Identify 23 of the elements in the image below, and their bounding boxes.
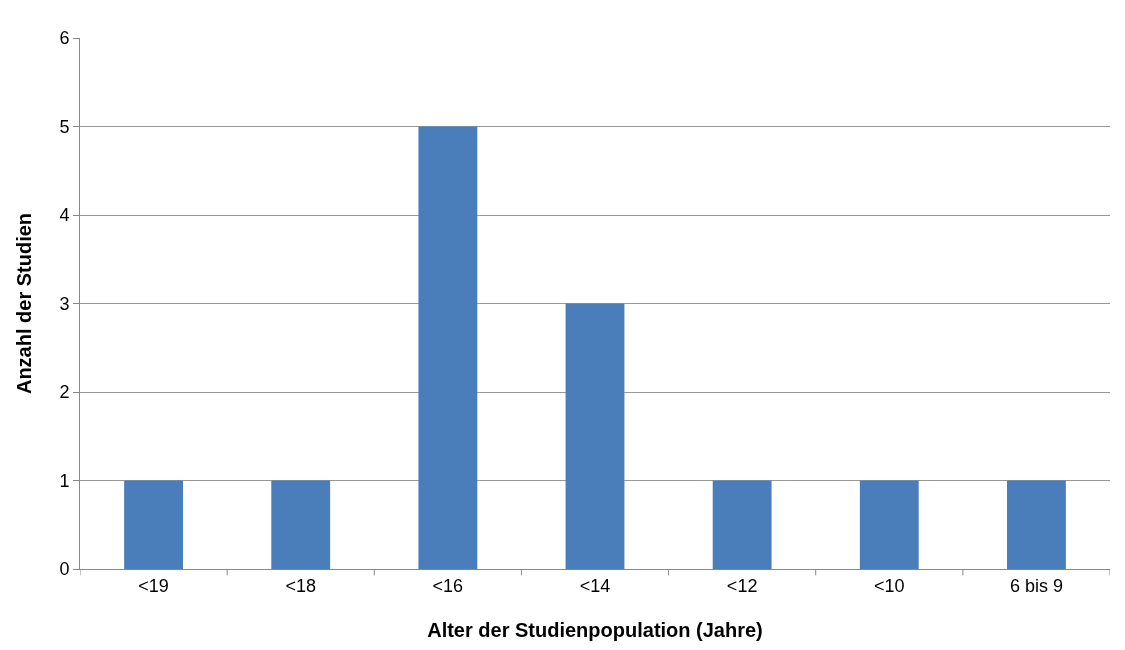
bar [859, 480, 919, 569]
bar [271, 480, 331, 569]
bar [1007, 480, 1066, 569]
y-tick-label: 4 [59, 205, 70, 226]
bar [418, 126, 478, 569]
y-tick-label: 6 [59, 28, 70, 49]
bar [565, 303, 625, 569]
x-tick-label: <18 [285, 575, 316, 596]
y-tick-label: 2 [59, 382, 70, 403]
y-tick-label: 0 [59, 559, 70, 580]
y-tick-label: 1 [59, 470, 70, 491]
y-tick-label: 3 [59, 293, 70, 314]
bar [712, 480, 772, 569]
x-tick-label: <16 [432, 575, 464, 596]
x-axis-title: Alter der Studienpopulation (Jahre) [427, 619, 763, 642]
x-tick-label: <10 [874, 575, 905, 596]
x-tick-label: <14 [579, 575, 611, 596]
x-tick-label: <12 [726, 575, 758, 596]
bar [124, 480, 183, 569]
x-tick-label: 6 bis 9 [1009, 575, 1063, 596]
y-axis-title: Anzahl der Studien [12, 212, 35, 395]
y-tick-label: 5 [59, 116, 70, 137]
x-tick-label: <19 [138, 575, 169, 596]
